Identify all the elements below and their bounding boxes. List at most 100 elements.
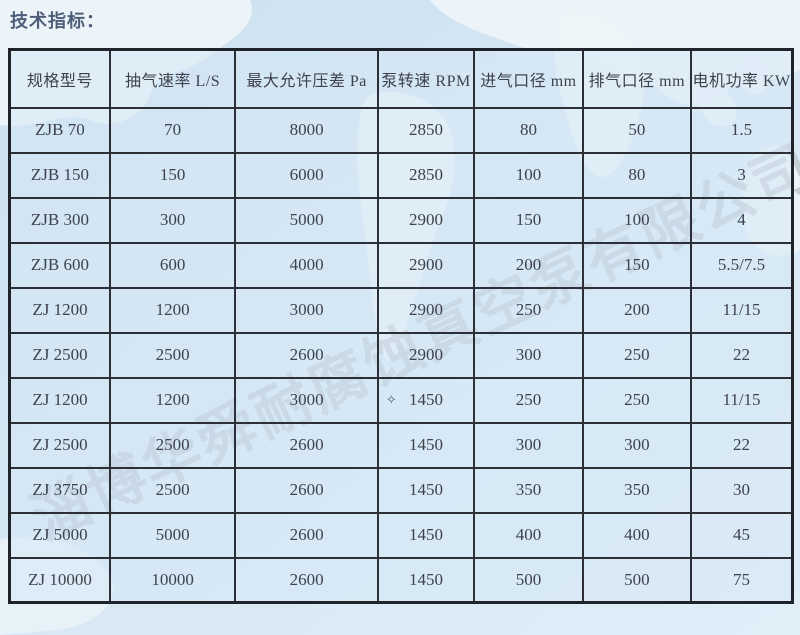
table-cell: 22	[690, 421, 794, 469]
table-cell: 1450	[376, 556, 476, 604]
table-cell: 2600	[234, 421, 379, 469]
table-cell: 3000	[234, 286, 379, 334]
table-row: ZJ 2500 2500 2600 2900 300 250 22	[8, 331, 794, 379]
table-cell: 250	[581, 331, 693, 379]
table-row: ZJ 1200 1200 3000 1450 ✧ 250 250 11/15	[8, 376, 794, 424]
header-row: 规格型号 抽气速率 L/S 最大允许压差 Pa 泵转速 RPM 进气口径 mm 排气口径 …	[8, 48, 794, 109]
spec-table: 规格型号 抽气速率 L/S 最大允许压差 Pa 泵转速 RPM 进气口径 mm 排气口径 …	[8, 48, 794, 604]
table-cell: 70	[108, 106, 237, 154]
table-cell: 2850	[376, 106, 476, 154]
table-cell: 80	[473, 106, 584, 154]
table-cell: 2900	[376, 196, 476, 244]
table-cell: 50	[581, 106, 693, 154]
table-cell: 11/15	[690, 286, 794, 334]
table-cell: 300	[473, 421, 584, 469]
table-cell: 400	[473, 511, 584, 559]
column-header: 规格型号	[8, 48, 111, 109]
table-cell: ZJ 2500	[8, 421, 111, 469]
table-cell: 500	[473, 556, 584, 604]
table-cell: 150	[581, 241, 693, 289]
table-cell: 5.5/7.5	[690, 241, 794, 289]
table-cell: 350	[581, 466, 693, 514]
table-cell: 8000	[234, 106, 379, 154]
table-cell: 75	[690, 556, 794, 604]
table-cell: 150	[108, 151, 237, 199]
table-cell: 2500	[108, 331, 237, 379]
table-cell: 200	[473, 241, 584, 289]
table-cell: 250	[473, 286, 584, 334]
table-cell: 2600	[234, 331, 379, 379]
table-row: ZJB 600 600 4000 2900 200 150 5.5/7.5	[8, 241, 794, 289]
table-cell: 300	[581, 421, 693, 469]
column-header: 抽气速率 L/S	[108, 48, 237, 109]
table-cell: 1200	[108, 286, 237, 334]
table-cell: 30	[690, 466, 794, 514]
table-cell: 22	[690, 331, 794, 379]
table-cell: 1450	[376, 511, 476, 559]
table-cell: 1450 ✧	[376, 376, 476, 424]
table-cell: 1450	[376, 421, 476, 469]
table-row: ZJ 10000 10000 2600 1450 500 500 75	[8, 556, 794, 604]
table-row: ZJ 3750 2500 2600 1450 350 350 30	[8, 466, 794, 514]
table-cell: 4	[690, 196, 794, 244]
table-row: ZJB 300 300 5000 2900 150 100 4	[8, 196, 794, 244]
table-cell: 600	[108, 241, 237, 289]
table-cell: 500	[581, 556, 693, 604]
table-cell: 11/15	[690, 376, 794, 424]
page-title: 技术指标：	[10, 11, 105, 31]
table-cell: 350	[473, 466, 584, 514]
table-cell: 45	[690, 511, 794, 559]
table-cell: 100	[473, 151, 584, 199]
table-cell: 150	[473, 196, 584, 244]
table-cell: 300	[473, 331, 584, 379]
table-cell: 250	[581, 376, 693, 424]
column-header: 电机功率 KW	[690, 48, 794, 109]
table-cell: 6000	[234, 151, 379, 199]
table-cell: 2600	[234, 556, 379, 604]
table-cell: ZJB 600	[8, 241, 111, 289]
table-cell: 2900	[376, 331, 476, 379]
table-cell: 1.5	[690, 106, 794, 154]
table-cell: 5000	[108, 511, 237, 559]
table-cell: 3000	[234, 376, 379, 424]
table-cell: ZJB 300	[8, 196, 111, 244]
table-cell: 4000	[234, 241, 379, 289]
table-cell: 2850	[376, 151, 476, 199]
table-cell: ZJ 1200	[8, 286, 111, 334]
table-row: ZJB 70 70 8000 2850 80 50 1.5	[8, 106, 794, 154]
table-row: ZJ 2500 2500 2600 1450 300 300 22	[8, 421, 794, 469]
table-cell: ZJ 2500	[8, 331, 111, 379]
table-cell: ZJB 150	[8, 151, 111, 199]
spec-table-body: ZJB 70 70 8000 2850 80 50 1.5 ZJB 150 150 6000 285…	[8, 106, 794, 604]
column-header: 最大允许压差 Pa	[234, 48, 379, 109]
spec-table-head: 规格型号 抽气速率 L/S 最大允许压差 Pa 泵转速 RPM 进气口径 mm 排气口径 …	[8, 48, 794, 109]
table-row: ZJB 150 150 6000 2850 100 80 3	[8, 151, 794, 199]
table-cell: ZJ 1200	[8, 376, 111, 424]
table-cell: 100	[581, 196, 693, 244]
table-cell: 200	[581, 286, 693, 334]
table-cell: ZJB 70	[8, 106, 111, 154]
footnote-marker-icon: ✧	[385, 392, 397, 407]
table-cell: ZJ 3750	[8, 466, 111, 514]
table-cell: 2900	[376, 286, 476, 334]
table-cell: ZJ 5000	[8, 511, 111, 559]
table-cell: 2600	[234, 511, 379, 559]
table-cell: 2900	[376, 241, 476, 289]
table-cell: 2600	[234, 466, 379, 514]
table-cell: 300	[108, 196, 237, 244]
table-cell: 5000	[234, 196, 379, 244]
table-cell: 2500	[108, 421, 237, 469]
table-cell: 10000	[108, 556, 237, 604]
column-header: 泵转速 RPM	[376, 48, 476, 109]
table-cell: 1200	[108, 376, 237, 424]
table-row: ZJ 1200 1200 3000 2900 250 200 11/15	[8, 286, 794, 334]
table-cell: 1450	[376, 466, 476, 514]
table-cell: 400	[581, 511, 693, 559]
table-cell: 250	[473, 376, 584, 424]
table-cell: 80	[581, 151, 693, 199]
table-cell: ZJ 10000	[8, 556, 111, 604]
table-cell: 3	[690, 151, 794, 199]
column-header: 进气口径 mm	[473, 48, 584, 109]
table-cell: 2500	[108, 466, 237, 514]
